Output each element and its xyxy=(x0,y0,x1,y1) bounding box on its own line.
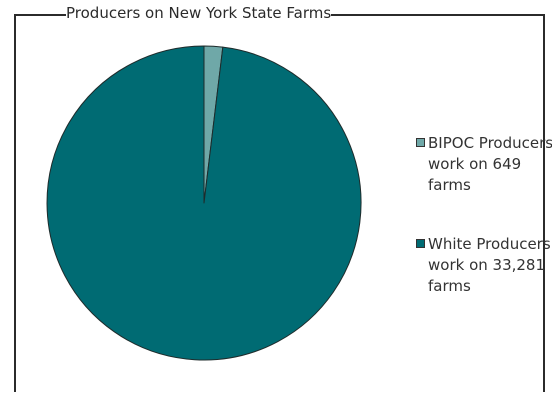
legend-label-white: White Producers work on 33,281 farms xyxy=(428,235,551,295)
legend-swatch-bipoc xyxy=(416,138,425,147)
legend-label-bipoc: BIPOC Producers work on 649 farms xyxy=(428,134,552,194)
chart-title: Producers on New York State Farms xyxy=(66,4,332,22)
pie-slice-1 xyxy=(46,45,362,361)
legend-swatch-white xyxy=(416,239,425,248)
